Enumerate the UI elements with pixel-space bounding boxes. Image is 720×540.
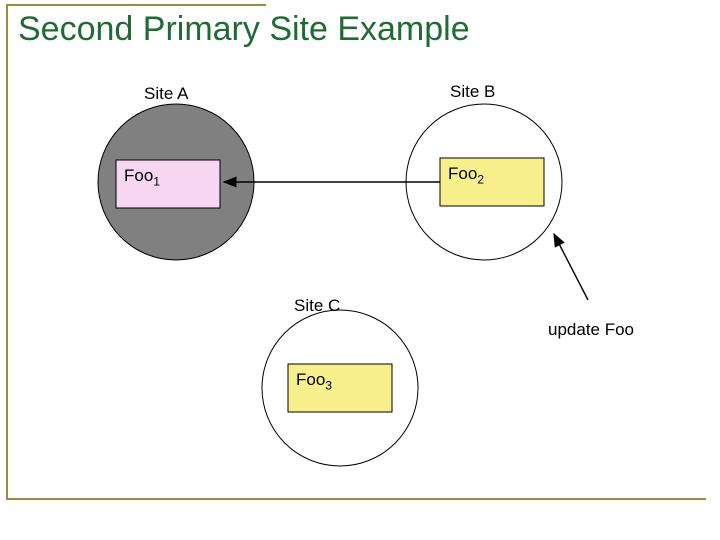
- foo2-sub: 2: [477, 172, 484, 186]
- foo3-base: Foo: [296, 370, 325, 389]
- foo2-label: Foo2: [448, 164, 484, 184]
- update-foo-label: update Foo: [548, 320, 634, 340]
- foo3-sub: 3: [325, 378, 332, 392]
- foo1-sub: 1: [153, 174, 160, 188]
- foo1-label: Foo1: [124, 166, 160, 186]
- foo2-base: Foo: [448, 164, 477, 183]
- slide: Second Primary Site Example Site A Site …: [0, 0, 720, 540]
- site-c-label: Site C: [294, 296, 340, 316]
- site-b-label: Site B: [450, 82, 495, 102]
- arrow-update: [554, 234, 588, 300]
- diagram-canvas: [0, 0, 720, 540]
- foo1-base: Foo: [124, 166, 153, 185]
- foo3-label: Foo3: [296, 370, 332, 390]
- site-a-label: Site A: [144, 84, 188, 104]
